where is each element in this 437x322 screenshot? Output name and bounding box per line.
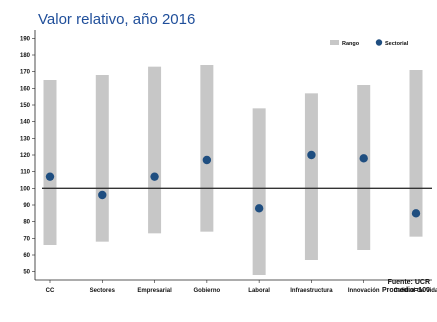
range-bar — [43, 80, 57, 245]
chart-title: Valor relativo, año 2016 — [38, 11, 195, 28]
y-tick-label: 110 — [20, 170, 30, 176]
y-tick-label: 150 — [20, 103, 31, 109]
x-tick-label: Innovación — [348, 288, 380, 294]
data-point — [98, 190, 107, 200]
range-bar — [357, 85, 371, 250]
data-point — [411, 209, 421, 218]
y-tick-label: 170 — [20, 70, 31, 76]
y-tick-label: 80 — [23, 220, 30, 226]
range-bar — [95, 75, 109, 242]
average-note: Promedio=100 — [382, 287, 430, 294]
y-tick-label: 180 — [20, 53, 31, 59]
axes-group: 50 60 70 80 90 100 110 120 130 140 150 160 170 180 190 — [20, 30, 432, 281]
legend-range-swatch — [330, 40, 339, 45]
y-tick-label: 50 — [23, 270, 30, 276]
data-point — [45, 172, 55, 181]
legend-point-swatch — [375, 39, 383, 46]
legend: Rango Sectorial — [330, 39, 409, 47]
data-point — [254, 204, 264, 213]
data-point — [307, 150, 316, 160]
range-bar — [200, 65, 214, 232]
x-tick-label: CC — [46, 288, 55, 294]
legend-range-label: Rango — [342, 41, 360, 47]
range-bar — [304, 93, 318, 260]
range-bar — [252, 108, 266, 275]
x-tick-label: Calidad de Vida — [394, 288, 437, 294]
x-tick-label: Laboral — [248, 288, 270, 294]
data-point — [202, 155, 212, 165]
x-tick-label: Empresarial — [137, 288, 172, 294]
y-tick-label: 190 — [20, 36, 31, 42]
y-tick-label: 130 — [20, 136, 31, 142]
x-tick-label: Gobierno — [194, 288, 221, 294]
legend-point-label: Sectorial — [385, 41, 409, 47]
y-tick-label: 60 — [23, 253, 30, 259]
y-tick-label: 100 — [20, 186, 31, 192]
data-point — [359, 154, 368, 163]
y-tick-label: 160 — [20, 86, 31, 92]
range-bars-group — [43, 65, 423, 275]
y-tick-label: 90 — [23, 203, 30, 209]
y-tick-label: 140 — [20, 120, 31, 126]
x-tick-label: Infraestructura — [290, 288, 333, 294]
x-tick-labels-group: CC Sectores Empresarial Gobierno Laboral Infr… — [46, 280, 437, 294]
source-label: Fuente: UCR — [388, 279, 430, 286]
y-tick-label: 120 — [20, 153, 31, 159]
range-bar — [409, 70, 423, 237]
y-tick-label: 70 — [23, 236, 30, 242]
data-point — [150, 172, 159, 181]
x-tick-label: Sectores — [90, 288, 116, 294]
range-bar — [148, 66, 162, 234]
points-group — [45, 150, 421, 218]
